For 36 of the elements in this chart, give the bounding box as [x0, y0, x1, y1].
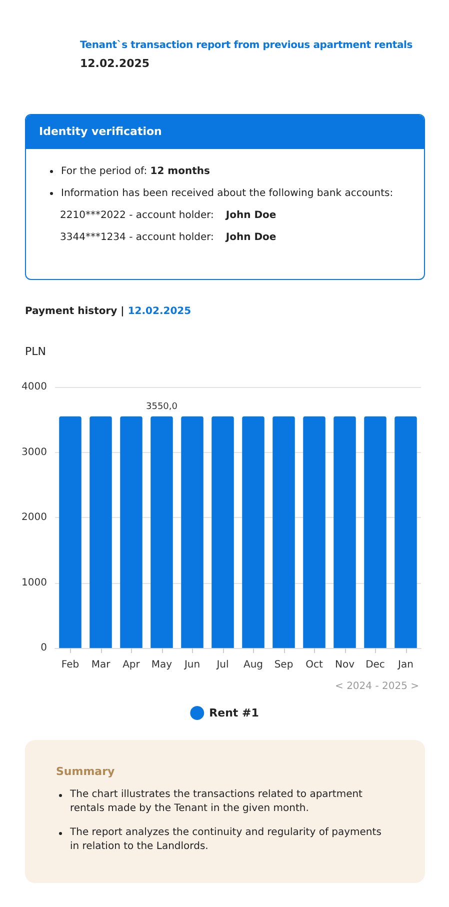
text: Information has been received about the following bank accounts:	[61, 188, 394, 199]
x-tick-label: Jan	[397, 660, 414, 670]
data-label: 3550,0	[146, 402, 178, 412]
text: The report analyzes the continuity and regularity of payments in relation to the Landlords.	[70, 826, 382, 854]
x-tick-label: Oct	[306, 660, 323, 670]
x-tick-label: Apr	[122, 660, 141, 670]
text: Identity verification	[26, 115, 424, 149]
x-tick-label: Nov	[334, 660, 355, 670]
y-axis-title: PLN	[25, 345, 46, 358]
y-tick-label: 4000	[22, 382, 47, 392]
text: 3344***1234 - account holder:	[60, 232, 214, 243]
x-tick-label: Sep	[274, 660, 294, 670]
x-tick-label: Mar	[91, 660, 112, 670]
text: < 2024 - 2025 >	[335, 681, 419, 692]
legend-label: Rent #1	[209, 706, 259, 720]
chart-subtitle: 12.02.2025	[128, 306, 192, 317]
text: John Doe	[226, 210, 276, 221]
y-tick-label: 0	[40, 642, 47, 654]
text: The chart illustrates the transactions related to apartment rentals made by the Tenant in the given month.	[70, 788, 364, 816]
text: 12 months	[150, 166, 210, 177]
text: 12.02.2025	[80, 57, 151, 70]
y-tick-label: 3000	[22, 446, 47, 458]
x-tick-label: May	[151, 660, 172, 670]
x-tick-label: Feb	[61, 660, 80, 670]
text: For the period of:	[61, 166, 148, 177]
text: 2210***2022 - account holder:	[60, 210, 214, 221]
text: Payment history |	[25, 306, 126, 317]
x-tick-label: Jun	[183, 660, 200, 670]
text: Summary	[56, 765, 116, 778]
x-tick-label: Dec	[366, 660, 385, 670]
x-tick-label: Jul	[216, 660, 229, 670]
y-tick-label: 1000	[22, 577, 47, 588]
chart-title: Tenant`s transaction report from previous apartment rentals	[80, 40, 414, 51]
x-tick-label: Aug	[243, 660, 264, 670]
text: John Doe	[226, 232, 276, 243]
y-tick-label: 2000	[22, 512, 47, 523]
